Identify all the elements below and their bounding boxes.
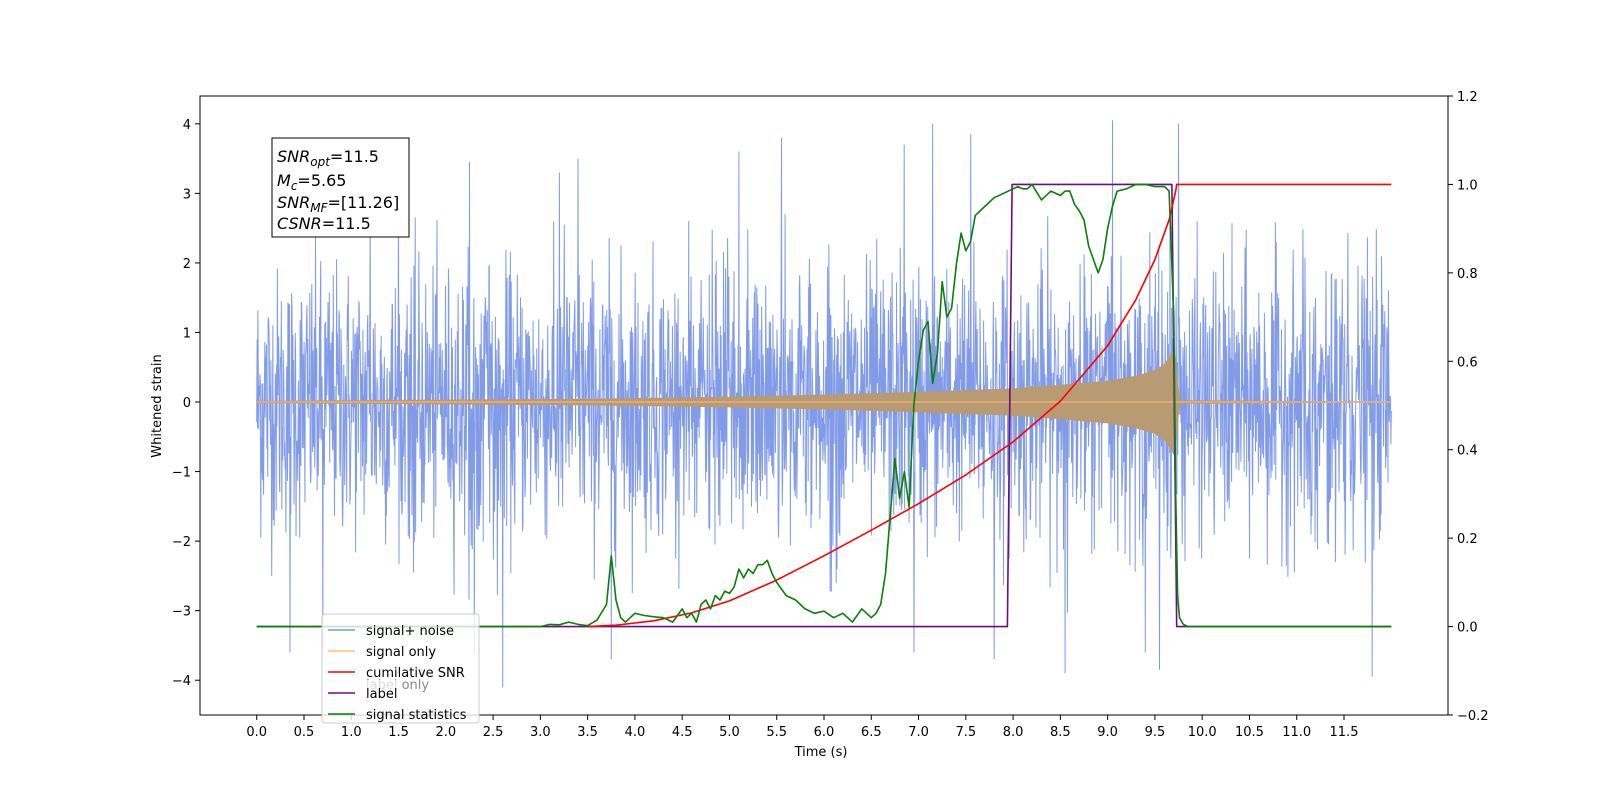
x-tick-label: 3.0 [530,725,551,740]
annotation-csnr: CSNR=11.5 [277,214,371,233]
legend-entries: signal+ noise signal only cumilative SNR la… [328,624,467,723]
signal-noise-line [256,120,1392,688]
x-tick-label: 6.0 [814,725,835,740]
legend-entry-label: signal only [366,645,436,660]
legend-entry-label: label [366,687,397,702]
x-tick-label: 5.0 [719,725,740,740]
y-tick-label: −4 [172,674,191,689]
y2-tick-label: 1.0 [1457,178,1478,193]
x-tick-label: 11.5 [1330,725,1359,740]
x-tick-label: 4.0 [625,725,646,740]
x-tick-label: 4.5 [672,725,693,740]
x-tick-label: 8.0 [1003,725,1024,740]
plot-area [256,120,1392,688]
annotation-mc: Mc=5.65 [277,171,346,193]
signal-statistics-line [256,183,1392,628]
x-tick-label: 0.0 [246,725,267,740]
x-tick-label: 5.5 [766,725,787,740]
legend-entry-label: signal+ noise [366,624,454,639]
x-tick-label: 7.0 [908,725,929,740]
y2-tick-label: 0.6 [1457,355,1478,370]
x-tick-label: 10.0 [1188,725,1217,740]
x-tick-label: 8.5 [1050,725,1071,740]
x-tick-label: 2.5 [483,725,504,740]
signal-only-series [256,348,1392,456]
x-tick-label: 9.5 [1145,725,1166,740]
x-tick-label: 0.5 [294,725,315,740]
x-tick-label: 2.0 [435,725,456,740]
legend-overlap-mask [360,680,402,692]
legend-entry-label: cumilative SNR [366,666,465,681]
x-tick-label: 7.5 [955,725,976,740]
legend-frame [321,613,480,724]
annotation-frame [271,137,410,238]
y-axis-label: Whitened strain [150,354,165,457]
right-axis-series [256,183,1392,628]
signal-noise-series [256,120,1392,688]
annotation-snr-mf: SNRMF=[11.26] [277,193,399,215]
y-axis-right: −0.2 0.0 0.2 0.4 0.6 0.8 1.0 1.2 [1448,90,1489,724]
x-tick-label: 9.0 [1097,725,1118,740]
x-axis-label: Time (s) [794,745,848,760]
x-tick-label: 10.5 [1235,725,1264,740]
y2-tick-label: −0.2 [1457,709,1489,724]
x-tick-label: 11.0 [1282,725,1311,740]
x-tick-label: 3.5 [577,725,598,740]
x-tick-label: 1.0 [341,725,362,740]
y-tick-label: −3 [172,605,191,620]
x-axis: 0.0 0.5 1.0 1.5 2.0 2.5 3.0 3.5 4.0 4.5 5.0 5.5 6.0 6… [246,715,1358,740]
y-tick-label: 3 [183,187,191,202]
y-axis-left: −4 −3 −2 −1 0 1 2 3 4 [172,118,200,689]
y2-tick-label: 0.2 [1457,532,1478,547]
x-tick-label: 6.5 [861,725,882,740]
x-tick-label: 1.5 [388,725,409,740]
annotation-snr-opt: SNRopt=11.5 [277,147,379,169]
y-tick-label: 2 [183,257,191,272]
y-tick-label: −1 [172,466,191,481]
y-tick-label: 1 [183,326,191,341]
y2-tick-label: 0.0 [1457,621,1478,636]
y2-tick-label: 1.2 [1457,90,1478,105]
legend-entry-label: signal statistics [366,708,467,723]
y2-tick-label: 0.8 [1457,267,1478,282]
y-tick-label: 4 [183,118,191,133]
y2-tick-label: 0.4 [1457,444,1478,459]
y-tick-label: −2 [172,535,191,550]
y-tick-label: 0 [183,396,191,411]
annotation-box: SNRopt=11.5 Mc=5.65 SNRMF=[11.26] CSNR=1… [271,137,410,238]
